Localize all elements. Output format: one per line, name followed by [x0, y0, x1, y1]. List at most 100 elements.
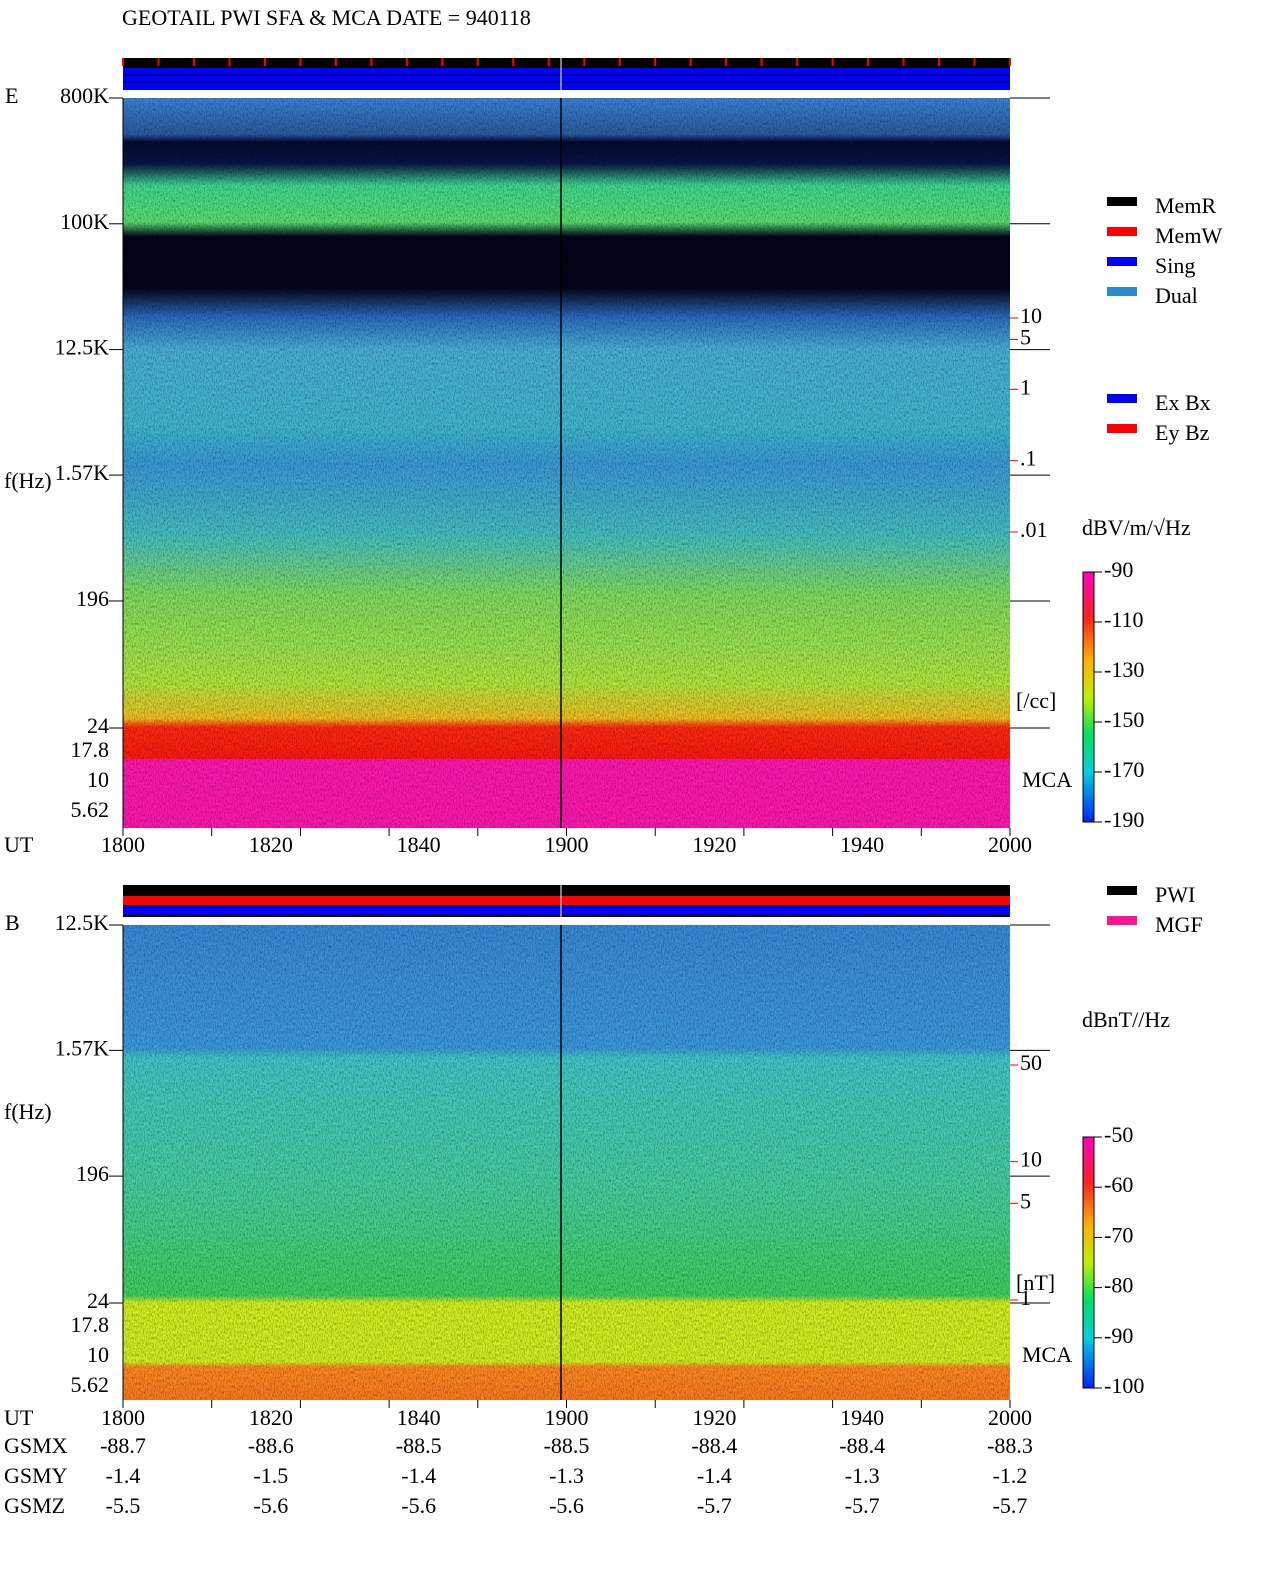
y2-label: [/cc] [1016, 688, 1056, 713]
colorbar [1082, 1136, 1095, 1389]
y2-tick-label: .01 [1020, 517, 1048, 542]
legend-swatch [1107, 197, 1137, 206]
legend-label: MemW [1155, 223, 1222, 248]
orbit-value: -1.4 [697, 1463, 732, 1488]
x-tick-label: 1800 [101, 1405, 145, 1430]
colorbar [1082, 571, 1095, 823]
colorbar-tick-label: -100 [1104, 1373, 1144, 1398]
colorbar-tick-label: -110 [1104, 607, 1144, 632]
mca-tick-label: 5.62 [71, 797, 110, 822]
orbit-value: -88.3 [987, 1433, 1033, 1458]
y-tick-label: 1.57K [55, 460, 110, 485]
y-axis-label: f(Hz) [4, 468, 52, 493]
x-tick-label: 1820 [249, 832, 293, 857]
legend-swatch [1107, 287, 1137, 296]
mca-tick-label: 5.62 [71, 1372, 110, 1397]
y-tick-label: 12.5K [55, 335, 110, 360]
x-tick-label: 1940 [840, 1405, 884, 1430]
x-axis-label: UT [4, 1405, 34, 1430]
orbit-value: -5.7 [845, 1493, 880, 1518]
colorbar-label: dBnT//Hz [1082, 1007, 1170, 1032]
y2-tick-label: 10 [1020, 1147, 1042, 1172]
legend-label: Sing [1155, 253, 1195, 278]
colorbar-label: dBV/m/√Hz [1082, 515, 1191, 540]
mca-label: MCA [1022, 767, 1072, 792]
y2-label: [nT] [1016, 1270, 1055, 1295]
legend-label: Ey Bz [1155, 420, 1210, 445]
status-bar [123, 906, 1010, 915]
colorbar-tick-label: -80 [1104, 1273, 1133, 1298]
legend-label: MGF [1155, 912, 1203, 937]
y-tick-label: 196 [76, 586, 109, 611]
orbit-value: -5.6 [549, 1493, 584, 1518]
x-tick-label: 1900 [545, 832, 589, 857]
mca-tick-label: 17.8 [71, 1312, 110, 1337]
colorbar-tick-label: -70 [1104, 1222, 1133, 1247]
x-tick-label: 2000 [988, 1405, 1032, 1430]
colorbar-tick-label: -170 [1104, 757, 1144, 782]
status-bar [123, 896, 1010, 905]
orbit-value: -88.6 [248, 1433, 294, 1458]
spectrogram-texture [123, 925, 1010, 1400]
x-tick-label: 1900 [545, 1405, 589, 1430]
orbit-value: -5.6 [253, 1493, 288, 1518]
spectrogram-texture [123, 98, 1010, 828]
colorbar-tick-label: -190 [1104, 807, 1144, 832]
x-tick-label: 1800 [101, 832, 145, 857]
y-tick-label: 100K [60, 209, 109, 234]
x-tick-label: 1840 [397, 1405, 441, 1430]
colorbar-tick-label: -90 [1104, 557, 1133, 582]
y2-tick-label: 5 [1020, 325, 1031, 350]
colorbar-tick-label: -90 [1104, 1323, 1133, 1348]
legend-label: MemR [1155, 193, 1216, 218]
legend-swatch [1107, 424, 1137, 433]
y-tick-label: 1.57K [55, 1035, 110, 1060]
orbit-value: -5.5 [106, 1493, 141, 1518]
orbit-value: -88.4 [691, 1433, 737, 1458]
y2-tick-label: 5 [1020, 1188, 1031, 1213]
x-tick-label: 2000 [988, 832, 1032, 857]
y-tick-label: 24 [87, 1288, 109, 1313]
y2-tick-label: 10 [1020, 303, 1042, 328]
legend-swatch [1107, 916, 1137, 925]
y2-tick-label: 1 [1020, 374, 1031, 399]
panel-label: E [5, 83, 18, 108]
y2-tick-label: 50 [1020, 1050, 1042, 1075]
orbit-value: -5.6 [401, 1493, 436, 1518]
y-axis-label: f(Hz) [4, 1099, 52, 1124]
y2-tick-label: 1 [1020, 1285, 1031, 1310]
x-tick-label: 1940 [840, 832, 884, 857]
orbit-label: GSMX [4, 1433, 68, 1458]
orbit-value: -1.4 [106, 1463, 141, 1488]
mca-label: MCA [1022, 1342, 1072, 1367]
legend-label: PWI [1155, 882, 1195, 907]
colorbar-tick-label: -150 [1104, 707, 1144, 732]
x-tick-label: 1840 [397, 832, 441, 857]
legend-swatch [1107, 227, 1137, 236]
colorbar-tick-label: -130 [1104, 657, 1144, 682]
legend-label: Ex Bx [1155, 390, 1211, 415]
mca-tick-label: 17.8 [71, 737, 110, 762]
x-tick-label: 1920 [692, 1405, 736, 1430]
colorbar-tick-label: -60 [1104, 1172, 1133, 1197]
orbit-value: -88.7 [100, 1433, 146, 1458]
orbit-value: -1.3 [845, 1463, 880, 1488]
orbit-label: GSMY [4, 1463, 68, 1488]
orbit-value: -1.5 [253, 1463, 288, 1488]
y-tick-label: 800K [60, 83, 109, 108]
legend-swatch [1107, 257, 1137, 266]
legend-swatch [1107, 886, 1137, 895]
orbit-value: -88.5 [544, 1433, 590, 1458]
x-axis-label: UT [4, 832, 34, 857]
orbit-value: -1.3 [549, 1463, 584, 1488]
orbit-value: -88.4 [839, 1433, 885, 1458]
panel-label: B [5, 910, 20, 935]
status-bar [123, 68, 1010, 90]
mca-tick-label: 10 [87, 1342, 109, 1367]
y-tick-label: 196 [76, 1161, 109, 1186]
orbit-value: -1.2 [993, 1463, 1028, 1488]
y-tick-label: 24 [87, 713, 109, 738]
orbit-value: -5.7 [697, 1493, 732, 1518]
x-tick-label: 1820 [249, 1405, 293, 1430]
